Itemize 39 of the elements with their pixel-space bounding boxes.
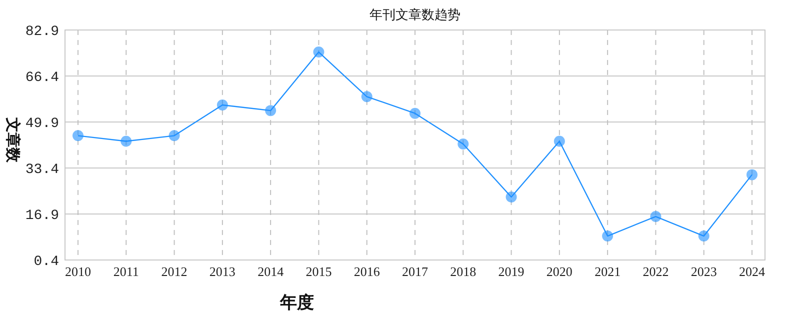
point: [602, 230, 614, 242]
point: [698, 230, 710, 242]
x-tick-label: 2015: [306, 264, 332, 279]
x-tick-label: 2013: [209, 264, 236, 279]
point: [168, 130, 180, 142]
x-tick-label: 2014: [258, 264, 284, 279]
x-tick-label: 2012: [161, 264, 188, 279]
y-tick-label: 16.9: [25, 208, 59, 224]
point: [410, 108, 420, 119]
point: [361, 91, 372, 102]
x-tick-label: 2019: [498, 264, 524, 279]
y-axis-title: 文章数: [4, 116, 22, 164]
point: [506, 191, 517, 202]
y-tick-label: 66.4: [25, 70, 59, 86]
point: [216, 99, 228, 110]
point: [650, 211, 662, 222]
point: [554, 136, 565, 147]
x-tick-label: 2023: [690, 264, 717, 279]
x-tick-label: 2022: [642, 264, 669, 279]
x-tick-label: 2024: [739, 264, 766, 279]
point: [746, 169, 758, 180]
point: [458, 138, 469, 150]
y-tick-label: 82.9: [25, 24, 59, 40]
y-tick-label: 0.4: [34, 254, 59, 270]
y-tick-label: 33.4: [25, 162, 59, 178]
x-tick-label: 2017: [402, 264, 428, 279]
x-tick-label: 2016: [354, 264, 380, 279]
x-tick-label: 2018: [450, 264, 476, 279]
x-tick-label: 2020: [546, 264, 572, 279]
x-tick-label: 2010: [65, 264, 91, 279]
point: [120, 136, 132, 147]
x-tick-label: 2021: [594, 264, 621, 279]
point: [72, 130, 84, 142]
y-tick-label: 49.9: [25, 116, 59, 132]
chart-title: 年刊文章数趋势: [370, 7, 460, 22]
point: [265, 105, 276, 116]
point: [313, 46, 324, 58]
x-axis-title: 年度: [279, 293, 314, 312]
x-tick-label: 2011: [113, 264, 139, 279]
